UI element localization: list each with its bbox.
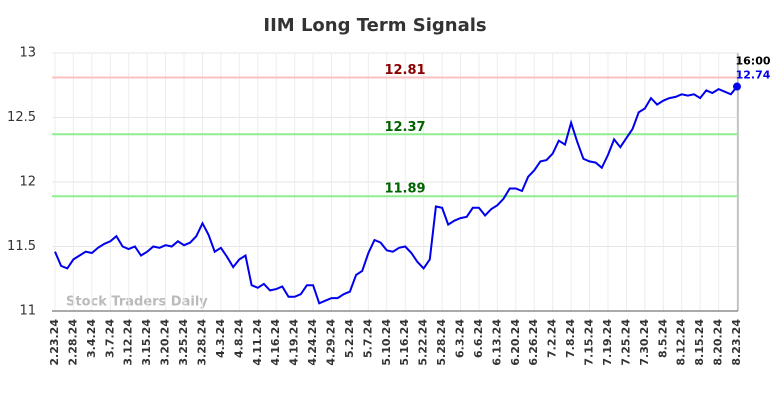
x-tick-label: 5.10.24	[380, 319, 393, 366]
x-tick-label: 8.20.24	[712, 319, 725, 366]
signal-label: 12.37	[384, 120, 425, 135]
y-tick-label: 13	[19, 46, 36, 61]
end-time-label: 16:00	[735, 55, 770, 68]
x-tick-label: 2.28.24	[66, 319, 79, 366]
x-tick-label: 3.12.24	[122, 319, 135, 366]
x-tick-label: 4.3.24	[214, 319, 227, 358]
watermark: Stock Traders Daily	[66, 295, 208, 310]
x-tick-label: 3.20.24	[159, 319, 172, 366]
last-point	[733, 82, 741, 91]
x-tick-label: 6.6.24	[472, 319, 485, 358]
x-tick-label: 6.13.24	[490, 319, 503, 366]
x-tick-label: 6.3.24	[454, 319, 467, 358]
signal-label: 11.89	[384, 182, 425, 197]
last-value-label: 12.74	[736, 69, 771, 82]
x-tick-label: 4.19.24	[288, 319, 301, 366]
x-tick-label: 8.23.24	[730, 319, 743, 366]
x-tick-label: 3.25.24	[177, 319, 190, 366]
x-tick-label: 5.28.24	[435, 319, 448, 366]
x-tick-label: 7.2.24	[546, 319, 559, 358]
x-tick-label: 4.24.24	[306, 319, 319, 366]
x-tick-label: 8.15.24	[693, 319, 706, 366]
x-tick-label: 5.22.24	[417, 319, 430, 366]
y-tick-label: 12	[19, 175, 36, 190]
x-tick-label: 5.2.24	[343, 319, 356, 358]
x-tick-label: 7.25.24	[619, 319, 632, 366]
x-tick-label: 4.16.24	[269, 319, 282, 366]
x-tick-label: 7.19.24	[601, 319, 614, 366]
x-tick-label: 7.30.24	[638, 319, 651, 366]
x-tick-label: 4.29.24	[324, 319, 337, 366]
x-tick-label: 8.12.24	[675, 319, 688, 366]
price-line	[54, 85, 738, 305]
x-tick-label: 6.26.24	[527, 319, 540, 366]
x-tick-label: 3.4.24	[85, 319, 98, 358]
x-tick-label: 2.23.24	[48, 319, 61, 366]
x-tick-label: 8.5.24	[656, 319, 669, 358]
signal-label: 12.81	[384, 63, 425, 78]
x-tick-label: 4.8.24	[232, 319, 245, 358]
y-tick-label: 12.5	[7, 110, 36, 125]
x-tick-label: 7.15.24	[583, 319, 596, 366]
x-tick-label: 3.15.24	[140, 319, 153, 366]
x-tick-label: 3.7.24	[103, 319, 116, 358]
y-tick-label: 11.5	[7, 239, 36, 254]
x-tick-label: 3.28.24	[195, 319, 208, 366]
x-tick-label: 7.8.24	[564, 319, 577, 358]
x-tick-label: 6.20.24	[509, 319, 522, 366]
x-tick-label: 5.7.24	[361, 319, 374, 358]
y-tick-label: 11	[19, 304, 36, 319]
x-tick-label: 5.16.24	[398, 319, 411, 366]
chart-title: IIM Long Term Signals	[263, 15, 486, 36]
x-tick-label: 4.11.24	[251, 319, 264, 366]
